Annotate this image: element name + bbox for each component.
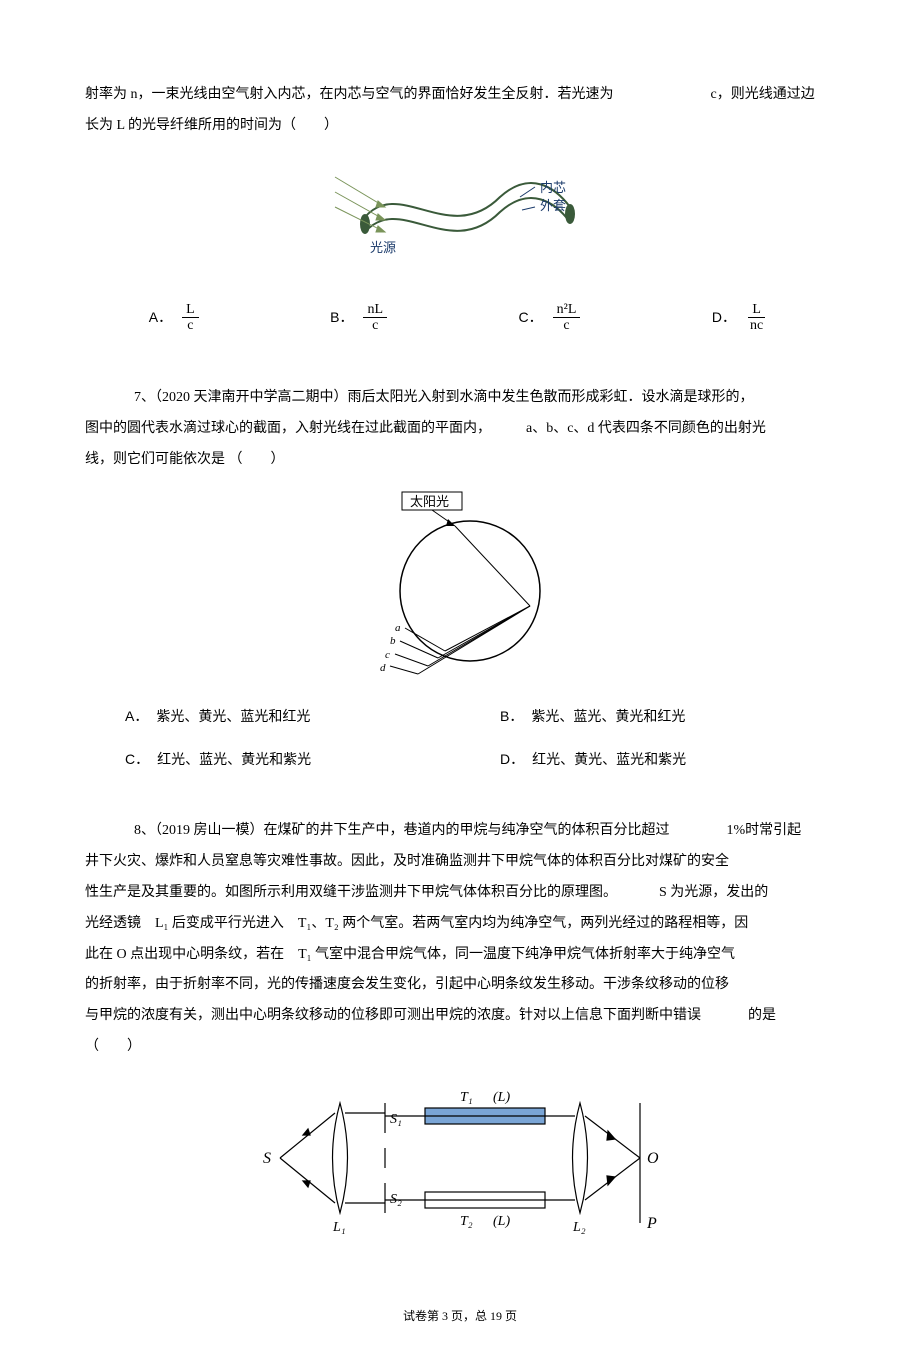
q6-line1: 射率为 n，一束光线由空气射入内芯，在内芯与空气的界面恰好发生全反射．若光速为 … [85, 80, 835, 111]
q6-opt-a: A． Lc [149, 302, 203, 334]
q6-text-c: 长为 L 的光导纤维所用的时间为（ ） [85, 118, 338, 133]
q8-lp1-label: (L) [493, 1090, 510, 1105]
q8-line8: （ ） [85, 1032, 835, 1063]
q6-fig-clad-label: 外套 [540, 198, 566, 213]
svg-text:S: S [263, 1150, 271, 1167]
q6-options: A． Lc B． nLc C． n²Lc D． Lnc [85, 302, 835, 334]
q7-sun-label: 太阳光 [410, 494, 449, 509]
q7-line1: 7、（2020 天津南开中学高二期中）雨后太阳光入射到水滴中发生色散而形成彩虹．… [85, 383, 835, 414]
q8-figure: S [85, 1073, 835, 1243]
q8-t1-label: T₁ [460, 1090, 473, 1105]
q8-p-label: P [646, 1215, 657, 1232]
svg-text:a: a [395, 622, 401, 634]
page-footer: 试卷第 3 页，总 19 页 [85, 1303, 835, 1329]
q8-t2-label: T₂ [460, 1214, 473, 1229]
q7-choice-d: D．红光、黄光、蓝光和紫光 [500, 744, 835, 777]
q6-opt-b: B． nLc [330, 302, 391, 334]
q6-text-b: c，则光线通过边 [711, 87, 815, 102]
q6-fig-src-label: 光源 [370, 240, 396, 255]
q7-choices: A．紫光、黄光、蓝光和红光 B．紫光、蓝光、黄光和红光 C．红光、蓝光、黄光和紫… [125, 701, 835, 777]
q8-s2-label: S₂ [390, 1192, 402, 1207]
q6-line2: 长为 L 的光导纤维所用的时间为（ ） [85, 111, 835, 142]
q8-l1-label: L₁ [332, 1220, 346, 1235]
q8-line3: 性生产是及其重要的。如图所示利用双缝干涉监测井下甲烷气体体积百分比的原理图。 S… [85, 878, 835, 909]
q7-choice-a: A．紫光、黄光、蓝光和红光 [125, 701, 460, 734]
q7-figure: 太阳光 a b c d [85, 486, 835, 686]
q7-line3: 线，则它们可能依次是 （ ） [85, 445, 835, 476]
q8-line7: 与甲烷的浓度有关，测出中心明条纹移动的位移即可测出甲烷的浓度。针对以上信息下面判… [85, 1001, 835, 1032]
svg-text:c: c [385, 649, 390, 661]
q6-fig-core-label: 内芯 [540, 180, 566, 195]
q8-line6: 的折射率，由于折射率不同，光的传播速度会发生变化，引起中心明条纹发生移动。干涉条… [85, 970, 835, 1001]
q6-text-a: 射率为 n，一束光线由空气射入内芯，在内芯与空气的界面恰好发生全反射．若光速为 [85, 87, 614, 102]
q8-s1-label: S₁ [390, 1112, 402, 1127]
svg-text:b: b [390, 635, 396, 647]
q8-lp2-label: (L) [493, 1214, 510, 1229]
q8-line4: 光经透镜 L₁ 后变成平行光进入 T₁、T₂ 两个气室。若两气室内均为纯净空气，… [85, 909, 835, 940]
q7-choice-c: C．红光、蓝光、黄光和紫光 [125, 744, 460, 777]
q7-line2: 图中的圆代表水滴过球心的截面，入射光线在过此截面的平面内， a、b、c、d 代表… [85, 414, 835, 445]
q8-line1: 8、（2019 房山一模）在煤矿的井下生产中，巷道内的甲烷与纯净空气的体积百分比… [85, 816, 835, 847]
q7-choice-b: B．紫光、蓝光、黄光和红光 [500, 701, 835, 734]
svg-text:d: d [380, 662, 386, 674]
q8-line2: 井下火灾、爆炸和人员窒息等灾难性事故。因此，及时准确监测井下甲烷气体的体积百分比… [85, 847, 835, 878]
q6-figure: 光源 内芯 外套 [85, 152, 835, 282]
q6-opt-c: C． n²Lc [519, 302, 585, 334]
q8-o-label: O [647, 1150, 659, 1167]
q8-line5: 此在 O 点出现中心明条纹，若在 T₁ 气室中混合甲烷气体，同一温度下纯净甲烷气… [85, 940, 835, 971]
q6-opt-d: D． Lnc [712, 302, 771, 334]
q8-l2-label: L₂ [572, 1220, 586, 1235]
